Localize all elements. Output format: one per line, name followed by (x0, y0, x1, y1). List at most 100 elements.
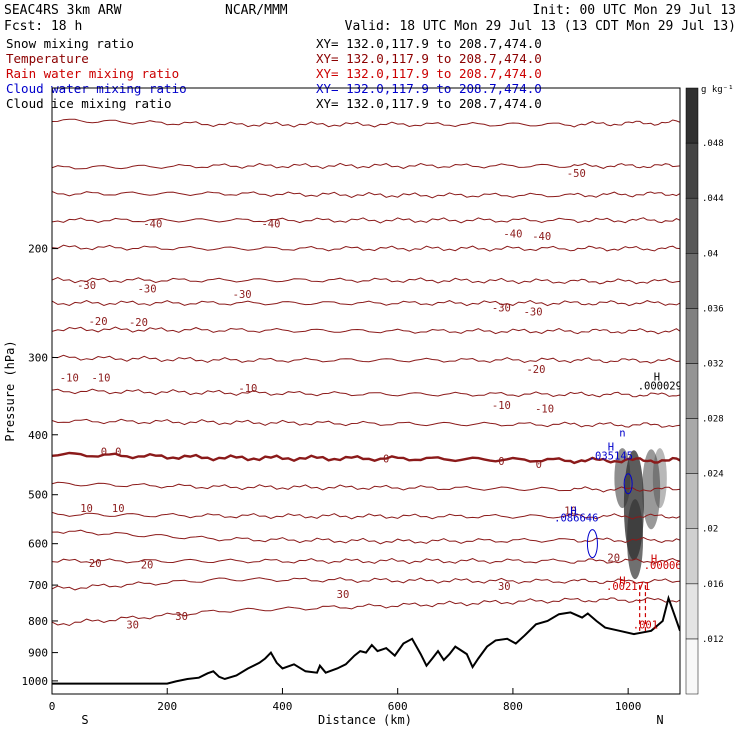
colorbar-tick-label: .024 (702, 470, 724, 480)
valid-time: Valid: 18 UTC Mon 29 Jul 13 (13 CDT Mon … (345, 19, 736, 34)
colorbar-segment (685, 363, 699, 419)
colorbar-unit: g kg⁻¹ (701, 85, 734, 95)
legend-label: Temperature (6, 51, 89, 66)
isotherm-label: -50 (567, 168, 586, 180)
isotherm-label: -30 (233, 289, 252, 301)
y-tick-label: 400 (28, 429, 48, 442)
colorbar-tick-label: .04 (702, 249, 718, 259)
plot-area: -70 -70-40 -40-40 -40-50-30 -30 -30-30 -30-20-… (52, 73, 682, 694)
isotherm-label: 30 (175, 611, 188, 623)
isotherm-label: -10 (535, 404, 554, 416)
temperature-isotherm (52, 418, 680, 428)
plot-frame (51, 87, 681, 695)
x-tick-label: 400 (273, 700, 293, 713)
north-end-label: N (656, 713, 663, 727)
extremum-label: 65.67 (555, 78, 587, 90)
isotherm-label: -30 (492, 302, 511, 314)
temperature-isotherm (52, 557, 680, 565)
extremum-label: .086646 (554, 512, 598, 524)
isotherm-label: -30 (138, 283, 157, 295)
colorbar-segment (685, 197, 699, 254)
x-tick-label: 800 (503, 700, 523, 713)
temperature-isotherm (52, 511, 680, 520)
isotherm-label: 30 (337, 589, 350, 601)
init-time: Init: 00 UTC Mon 29 Jul 13 (533, 3, 737, 18)
extremum-label: n (619, 428, 625, 440)
temperature-isotherm (52, 191, 680, 199)
colorbar: .012 .016 .02 .024 .028 .032 .036 .04 .044 .048 g … (685, 85, 734, 695)
y-tick-label: 800 (28, 615, 48, 628)
isotherm-label: 20 (89, 558, 102, 570)
legend-label: Cloud ice mixing ratio (6, 96, 172, 111)
isotherm-label: 0 (383, 454, 389, 466)
y-tick-label: 700 (28, 579, 48, 592)
axes: 0 200 400 600 800 100020030040050060070080090… (22, 243, 642, 713)
legend-coordinates: XY= 132.0,117.9 to 208.7,474.0 (316, 36, 542, 51)
extremum-label: H (651, 553, 657, 565)
south-end-label: S (81, 713, 88, 727)
y-tick-label: 1000 (22, 675, 49, 688)
colorbar-tick-label: .044 (702, 194, 724, 204)
legend-coordinates: XY= 132.0,117.9 to 208.7,474.0 (316, 96, 542, 111)
extremum-label: H (608, 442, 614, 454)
temperature-isotherm (52, 326, 680, 335)
isotherm-label: 30 (126, 619, 139, 631)
isotherm-label: -40 (143, 218, 162, 230)
cloud-water-contour (623, 473, 633, 495)
colorbar-tick-label: .036 (702, 304, 724, 314)
extremum-label: .001 (633, 619, 658, 631)
center-title: NCAR/MMM (225, 3, 288, 18)
isotherm-label: 10 (112, 503, 125, 515)
temperature-isotherm (52, 244, 680, 252)
legend-label: Snow mixing ratio (6, 36, 134, 51)
legend-coordinates: XY= 132.0,117.9 to 208.7,474.0 (316, 66, 542, 81)
extremum-label: H (654, 372, 660, 384)
extremum-label: .002171 (606, 581, 650, 593)
colorbar-segment (685, 308, 699, 364)
extremum-label: H (570, 505, 576, 517)
y-tick-label: 900 (28, 647, 48, 660)
isotherm-label: -70 (230, 73, 249, 85)
temperature-isotherm (52, 388, 680, 398)
extremum-label: .000029 (638, 381, 682, 393)
plot-content: -70 -70-40 -40-40 -40-50-30 -30 -30-30 -30-20-… (52, 73, 682, 694)
isotherm-label: 0 (115, 447, 121, 459)
extremum-label: .035145 (589, 450, 633, 462)
colorbar-tick-label: .028 (702, 415, 724, 425)
colorbar-segment (685, 142, 699, 199)
x-tick-label: 0 (49, 700, 56, 713)
terrain-line (52, 594, 680, 685)
temperature-isotherm (52, 529, 680, 545)
isotherm-label: -40 (503, 228, 522, 240)
temperature-isotherm (52, 118, 680, 128)
temperature-isotherm (52, 217, 680, 224)
model-title: SEAC4RS 3km ARW (4, 3, 122, 18)
temperature-isotherm (52, 354, 680, 364)
isotherm-label: 10 (80, 503, 93, 515)
colorbar-tick-label: .02 (702, 525, 718, 535)
isotherm-label: -30 (77, 280, 96, 292)
colorbar-tick-label: .032 (702, 359, 724, 369)
terrain-mask (52, 598, 680, 694)
x-tick-label: 600 (388, 700, 408, 713)
isotherm-label: 30 (498, 581, 511, 593)
temperature-isotherm (52, 577, 680, 591)
temperature-isotherm (52, 162, 680, 170)
isotherm-label: -10 (60, 372, 79, 384)
legend-label: Rain water mixing ratio (6, 66, 179, 81)
y-axis-label: Pressure (hPa) (3, 340, 17, 441)
y-tick-label: 500 (28, 489, 48, 502)
colorbar-segment (685, 253, 699, 309)
snow-mixing-ratio-shading (627, 499, 644, 580)
colorbar-segment (685, 638, 699, 695)
colorbar-segment (685, 418, 699, 474)
isotherm-label: -10 (91, 372, 110, 384)
isotherm-label: -30 (524, 307, 543, 319)
isotherm-label: -40 (532, 231, 551, 243)
field-legend: Snow mixing ratio XY= 132.0,117.9 to 208.… (6, 36, 542, 111)
extremum-label: H (619, 575, 625, 587)
y-tick-label: 300 (28, 351, 48, 364)
colorbar-segment (685, 473, 699, 529)
temperature-isotherm (52, 597, 680, 627)
